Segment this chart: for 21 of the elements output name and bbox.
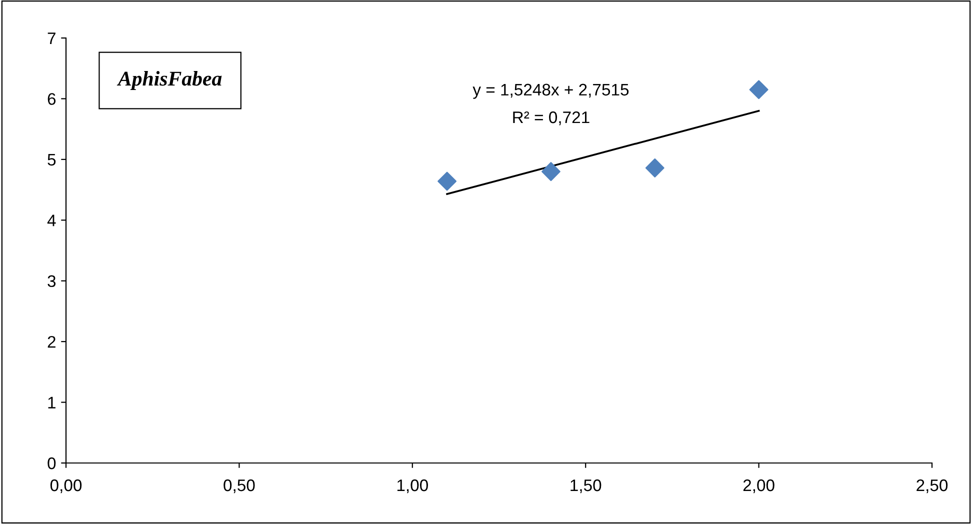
x-tick-label: 2,50: [916, 479, 948, 494]
y-tick-label: 0: [48, 457, 56, 470]
y-tick-label: 3: [48, 275, 56, 288]
annotation: R² = 0,721: [513, 111, 590, 126]
point: [438, 172, 457, 191]
y-tick-label: 2: [48, 336, 56, 348]
x-tick-label: 0,00: [50, 479, 82, 494]
annotation: y = 1,5248x + 2,7515: [472, 84, 629, 99]
point: [749, 80, 768, 100]
y-tick-label: 6: [48, 93, 56, 105]
point: [645, 158, 664, 178]
y-tick-label: 5: [48, 154, 56, 166]
y-tick-label: 4: [47, 214, 56, 226]
point: [541, 162, 560, 182]
text: AphisFabea: [116, 71, 222, 90]
x-tick-label: 1,00: [397, 479, 428, 494]
y-tick-label: 7: [48, 32, 56, 44]
x-tick-label: 0,50: [224, 479, 255, 494]
y-tick-label: 1: [48, 396, 56, 408]
x-tick-label: 1,50: [570, 479, 602, 494]
x-tick-label: 2,00: [743, 479, 774, 494]
